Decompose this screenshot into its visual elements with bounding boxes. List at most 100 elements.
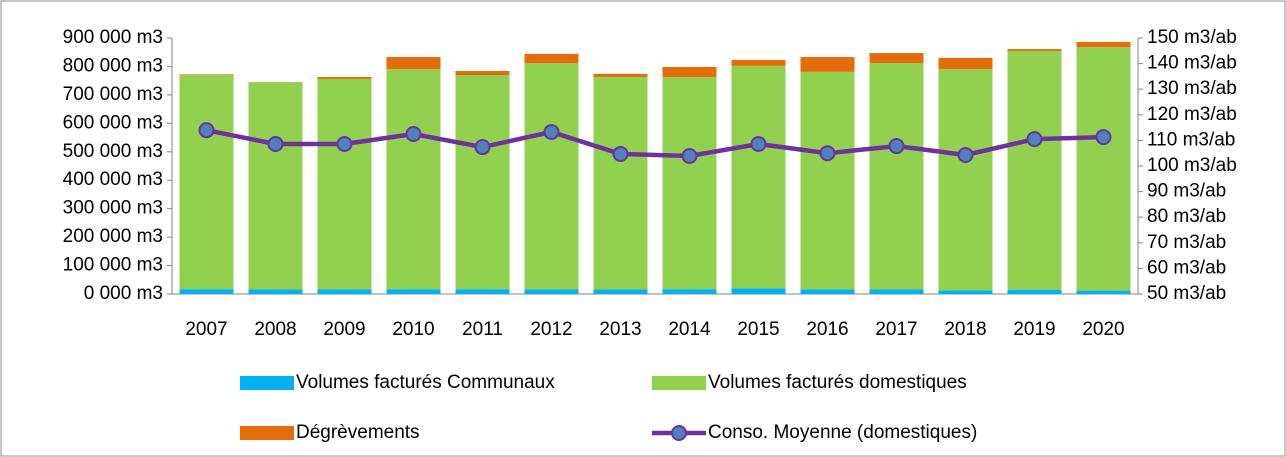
legend-label: Volumes facturés Communaux: [296, 372, 555, 393]
line-marker: [1026, 131, 1043, 148]
bar-segment: [869, 289, 924, 294]
legend-label: Dégrèvements: [296, 422, 420, 443]
x-tick-label: 2018: [944, 319, 986, 340]
y-tick-label: 800 000 m3: [63, 55, 163, 76]
bar-segment: [800, 289, 855, 294]
bar-segment: [455, 70, 510, 75]
bar-segment: [455, 74, 510, 290]
line-marker: [198, 122, 215, 139]
x-tick-label: 2010: [392, 319, 434, 340]
x-tick-label: 2007: [185, 319, 227, 340]
x-tick-label: 2009: [323, 319, 365, 340]
bar-segment: [317, 289, 372, 294]
bar-segment: [248, 82, 303, 290]
y2-tick-label: 110 m3/ab: [1147, 129, 1235, 150]
y-tick-label: 700 000 m3: [63, 84, 163, 105]
bar-segment: [455, 289, 510, 294]
bar-segment: [938, 290, 993, 294]
y-tick-label: 500 000 m3: [63, 141, 163, 162]
x-tick-label: 2019: [1013, 319, 1055, 340]
legend-swatch: [652, 376, 706, 390]
bar-segment: [1007, 289, 1062, 294]
line-marker: [405, 126, 422, 142]
line-marker: [681, 148, 698, 165]
y2-tick-label: 80 m3/ab: [1147, 206, 1226, 227]
bar-segment: [524, 289, 579, 294]
x-tick-label: 2008: [254, 319, 296, 340]
bar-segment: [869, 53, 924, 64]
bar-segment: [317, 78, 372, 290]
bar-segment: [524, 53, 579, 64]
bar-segment: [800, 57, 855, 72]
y2-tick-label: 100 m3/ab: [1147, 155, 1237, 176]
bar-segment: [593, 73, 648, 77]
x-tick-label: 2016: [806, 319, 848, 340]
y-tick-label: 400 000 m3: [63, 169, 163, 190]
bar-segment: [731, 65, 786, 289]
x-tick-label: 2015: [737, 319, 779, 340]
line-marker: [543, 123, 560, 140]
line-marker: [336, 135, 353, 152]
bar-segment: [1007, 51, 1062, 290]
x-tick-label: 2012: [530, 319, 572, 340]
x-tick-label: 2013: [599, 319, 641, 340]
bar-segment: [179, 74, 234, 75]
bar-segment: [179, 74, 234, 290]
bar-segment: [1076, 47, 1131, 291]
bar-segment: [938, 57, 993, 70]
bar-segment: [731, 59, 786, 66]
bar-segment: [386, 69, 441, 290]
bar-segment: [248, 289, 303, 294]
bar-segment: [1007, 49, 1062, 52]
bar-segment: [731, 288, 786, 294]
x-tick-label: 2014: [668, 319, 711, 340]
line-series: [206, 127, 1104, 159]
bar-segment: [800, 71, 855, 290]
y-tick-label: 0 000 m3: [84, 283, 163, 304]
legend-marker: [671, 425, 687, 441]
bar-segment: [593, 289, 648, 294]
y2-tick-label: 120 m3/ab: [1147, 104, 1237, 125]
x-tick-label: 2017: [875, 319, 917, 340]
line-marker: [612, 145, 629, 162]
y-tick-label: 100 000 m3: [63, 255, 163, 276]
bar-segment: [524, 63, 579, 290]
line-marker: [267, 135, 284, 152]
y2-tick-label: 90 m3/ab: [1147, 181, 1226, 202]
bar-segment: [869, 63, 924, 290]
y-tick-label: 300 000 m3: [63, 198, 163, 219]
line-marker: [1095, 129, 1112, 146]
bar-segment: [1076, 290, 1131, 294]
bar-segment: [179, 289, 234, 294]
legend-swatch: [240, 376, 294, 390]
bar-segment: [386, 57, 441, 70]
bar-segment: [938, 69, 993, 291]
x-tick-label: 2020: [1082, 319, 1124, 340]
x-tick-label: 2011: [462, 319, 503, 340]
y-tick-label: 900 000 m3: [63, 27, 163, 48]
legend-label: Volumes facturés domestiques: [708, 372, 967, 393]
bar-segment: [1076, 41, 1131, 48]
y2-tick-label: 140 m3/ab: [1147, 53, 1237, 74]
bar-segment: [317, 76, 372, 79]
bar-segment: [662, 76, 717, 290]
line-marker: [957, 146, 974, 163]
y-tick-label: 600 000 m3: [63, 112, 163, 133]
y2-tick-label: 60 m3/ab: [1147, 257, 1226, 278]
bar-segment: [593, 76, 648, 290]
line-marker: [888, 138, 905, 155]
y2-tick-label: 130 m3/ab: [1147, 78, 1237, 99]
y2-tick-label: 70 m3/ab: [1147, 232, 1226, 253]
bar-segment: [662, 289, 717, 294]
y2-tick-label: 150 m3/ab: [1147, 27, 1237, 48]
y-tick-label: 200 000 m3: [63, 226, 163, 247]
legend-swatch: [240, 426, 294, 440]
line-marker: [750, 135, 767, 152]
y2-tick-label: 50 m3/ab: [1147, 283, 1226, 304]
legend-label: Conso. Moyenne (domestiques): [708, 422, 977, 443]
bar-segment: [386, 289, 441, 294]
line-marker: [819, 145, 836, 162]
line-marker: [474, 139, 491, 156]
bar-segment: [662, 67, 717, 77]
